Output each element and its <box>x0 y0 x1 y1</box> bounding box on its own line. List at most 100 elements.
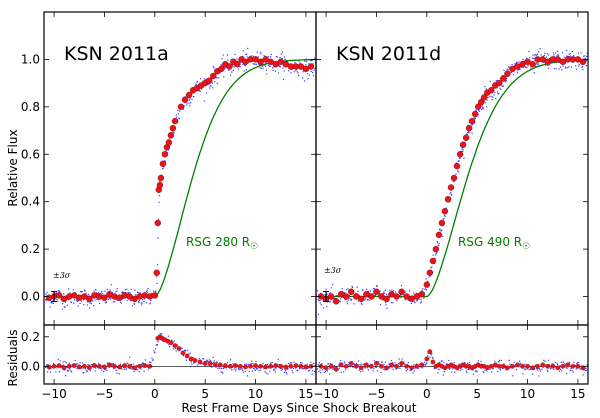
raw-data-point <box>549 64 551 66</box>
binned-data-point <box>167 132 175 139</box>
raw-residual-point <box>508 359 510 361</box>
raw-data-point <box>382 299 384 301</box>
raw-data-point <box>578 63 580 66</box>
raw-data-point <box>95 289 97 291</box>
binned-residual-point <box>535 363 540 369</box>
raw-data-point <box>494 92 496 94</box>
raw-data-point <box>427 280 429 283</box>
raw-residual-point <box>343 361 345 363</box>
raw-residual-point <box>168 346 171 348</box>
raw-residual-point <box>153 350 155 352</box>
raw-data-point <box>346 289 348 291</box>
raw-residual-point <box>544 364 547 366</box>
raw-data-point <box>443 217 445 219</box>
binned-residual-point <box>184 353 190 359</box>
raw-data-point <box>220 64 222 66</box>
raw-data-point <box>213 67 215 69</box>
raw-residual-point <box>333 366 335 369</box>
raw-data-point <box>244 65 247 67</box>
raw-data-point <box>455 173 457 175</box>
raw-data-point <box>557 55 559 57</box>
binned-residual-point <box>192 358 198 363</box>
raw-data-point <box>491 96 493 98</box>
raw-data-point <box>396 300 398 302</box>
raw-data-point <box>107 298 109 300</box>
raw-residual-point <box>453 361 455 364</box>
raw-data-point <box>383 291 385 293</box>
raw-residual-point <box>388 363 390 365</box>
raw-data-point <box>270 53 272 56</box>
raw-data-point <box>370 290 372 292</box>
raw-data-point <box>545 56 548 58</box>
raw-data-point <box>188 102 190 104</box>
raw-data-point <box>116 290 118 292</box>
raw-residual-point <box>509 363 511 365</box>
raw-data-point <box>264 65 267 67</box>
raw-data-point <box>379 293 381 295</box>
raw-residual-point <box>326 370 328 372</box>
raw-residual-point <box>333 365 336 367</box>
binned-data-point <box>169 124 177 132</box>
raw-residual-point <box>86 371 88 373</box>
raw-residual-point <box>219 367 221 370</box>
raw-data-point <box>461 150 463 152</box>
raw-residual-point <box>193 362 195 364</box>
raw-data-point <box>416 299 418 302</box>
raw-residual-point <box>405 370 408 372</box>
raw-residual-point <box>450 366 452 368</box>
sigma-label-left: ±3σ <box>53 271 71 280</box>
binned-residual-point <box>117 364 122 370</box>
raw-residual-point <box>136 364 138 367</box>
binned-residual-point <box>273 363 279 368</box>
raw-data-point <box>582 69 584 71</box>
raw-residual-point <box>537 369 539 371</box>
binned-residual-point <box>374 361 379 366</box>
binned-residual-point <box>510 363 515 369</box>
raw-residual-point <box>289 362 291 364</box>
raw-data-point <box>535 63 537 65</box>
raw-data-point <box>423 297 425 299</box>
raw-data-point <box>282 51 284 53</box>
raw-data-point <box>471 132 473 134</box>
raw-data-point <box>531 57 534 59</box>
raw-data-point <box>502 85 505 87</box>
raw-data-point <box>231 64 233 66</box>
raw-residual-point <box>213 360 215 362</box>
raw-residual-point <box>433 367 435 369</box>
raw-data-point <box>523 60 525 62</box>
sigma-label-right: ±3σ <box>324 266 342 275</box>
x-tick-label: 0 <box>151 387 159 401</box>
raw-residual-point <box>424 361 426 363</box>
binned-data-point <box>153 269 161 276</box>
raw-data-point <box>233 66 235 68</box>
raw-residual-point <box>393 364 395 366</box>
raw-residual-point <box>446 363 448 365</box>
raw-data-point <box>441 229 443 231</box>
raw-residual-point <box>130 363 132 365</box>
raw-residual-point <box>109 366 111 368</box>
raw-data-point <box>152 290 155 292</box>
raw-data-point <box>507 69 509 71</box>
binned-residual-point <box>404 363 410 369</box>
raw-residual-point <box>254 369 256 371</box>
x-tick-label: −5 <box>96 387 114 401</box>
raw-data-point <box>442 235 444 237</box>
raw-residual-point <box>364 367 366 369</box>
raw-data-point <box>182 108 184 110</box>
raw-data-point <box>272 67 274 69</box>
raw-residual-point <box>355 362 357 364</box>
raw-data-point <box>365 298 367 300</box>
raw-data-point <box>366 288 368 290</box>
binned-residual-point <box>112 363 117 369</box>
raw-data-point <box>290 72 292 74</box>
raw-residual-point <box>59 360 61 362</box>
raw-data-point <box>581 67 583 69</box>
raw-residual-point <box>65 375 67 377</box>
raw-residual-point <box>237 367 239 369</box>
raw-residual-point <box>338 364 340 366</box>
raw-residual-point <box>314 365 316 367</box>
raw-data-point <box>175 114 177 116</box>
raw-data-point <box>255 63 257 65</box>
raw-residual-point <box>518 360 521 362</box>
raw-data-point <box>268 64 270 66</box>
